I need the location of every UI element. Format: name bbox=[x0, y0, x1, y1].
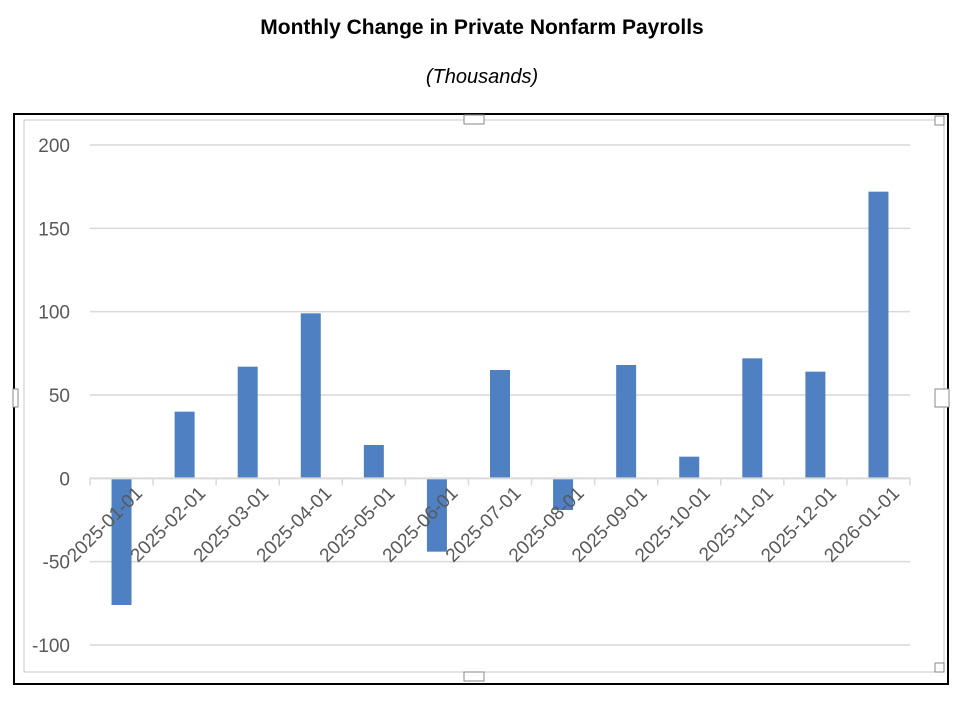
bar-2025-11-01 bbox=[742, 358, 763, 479]
bars bbox=[111, 191, 889, 605]
bar-2025-10-01 bbox=[679, 456, 700, 479]
x-axis bbox=[89, 477, 911, 486]
chart-title: Monthly Change in Private Nonfarm Payrol… bbox=[260, 16, 704, 39]
bar-2025-09-01 bbox=[616, 365, 637, 479]
y-tick-label: 200 bbox=[38, 136, 70, 157]
bar-2025-12-01 bbox=[805, 371, 826, 479]
resize-handle-top[interactable] bbox=[463, 114, 485, 125]
y-tick-label: 50 bbox=[49, 386, 70, 407]
y-tick-labels: 200 150 100 50 0 -50 -100 bbox=[32, 136, 70, 657]
bar-2025-05-01 bbox=[363, 445, 384, 479]
y-tick-label: 150 bbox=[38, 219, 70, 240]
y-tick-label: -100 bbox=[32, 636, 70, 657]
y-tick-label: 100 bbox=[38, 303, 70, 324]
resize-handle-bottom[interactable] bbox=[463, 671, 485, 682]
chart-subtitle: (Thousands) bbox=[425, 66, 539, 88]
bar-2025-03-01 bbox=[237, 366, 258, 479]
resize-handle-right[interactable] bbox=[934, 388, 950, 408]
resize-handle-bottom-right[interactable] bbox=[934, 662, 945, 673]
resize-handle-top-right[interactable] bbox=[934, 115, 945, 126]
bar-2025-02-01 bbox=[174, 411, 195, 479]
bar-2025-08-01 bbox=[553, 478, 574, 510]
bar-2025-07-01 bbox=[490, 370, 510, 479]
bar-2025-06-01 bbox=[426, 478, 447, 552]
resize-handles[interactable] bbox=[12, 114, 950, 682]
gridlines bbox=[90, 144, 910, 646]
resize-handle-left[interactable] bbox=[12, 388, 19, 408]
bar-2026-01-01 bbox=[868, 191, 889, 479]
y-tick-label: -50 bbox=[43, 553, 70, 574]
y-tick-label: 0 bbox=[59, 469, 70, 490]
bar-2025-04-01 bbox=[300, 313, 321, 479]
x-tick-labels: 2025-01-012025-02-012025-03-012025-04-01… bbox=[63, 483, 904, 567]
bar-2025-01-01 bbox=[111, 478, 132, 605]
